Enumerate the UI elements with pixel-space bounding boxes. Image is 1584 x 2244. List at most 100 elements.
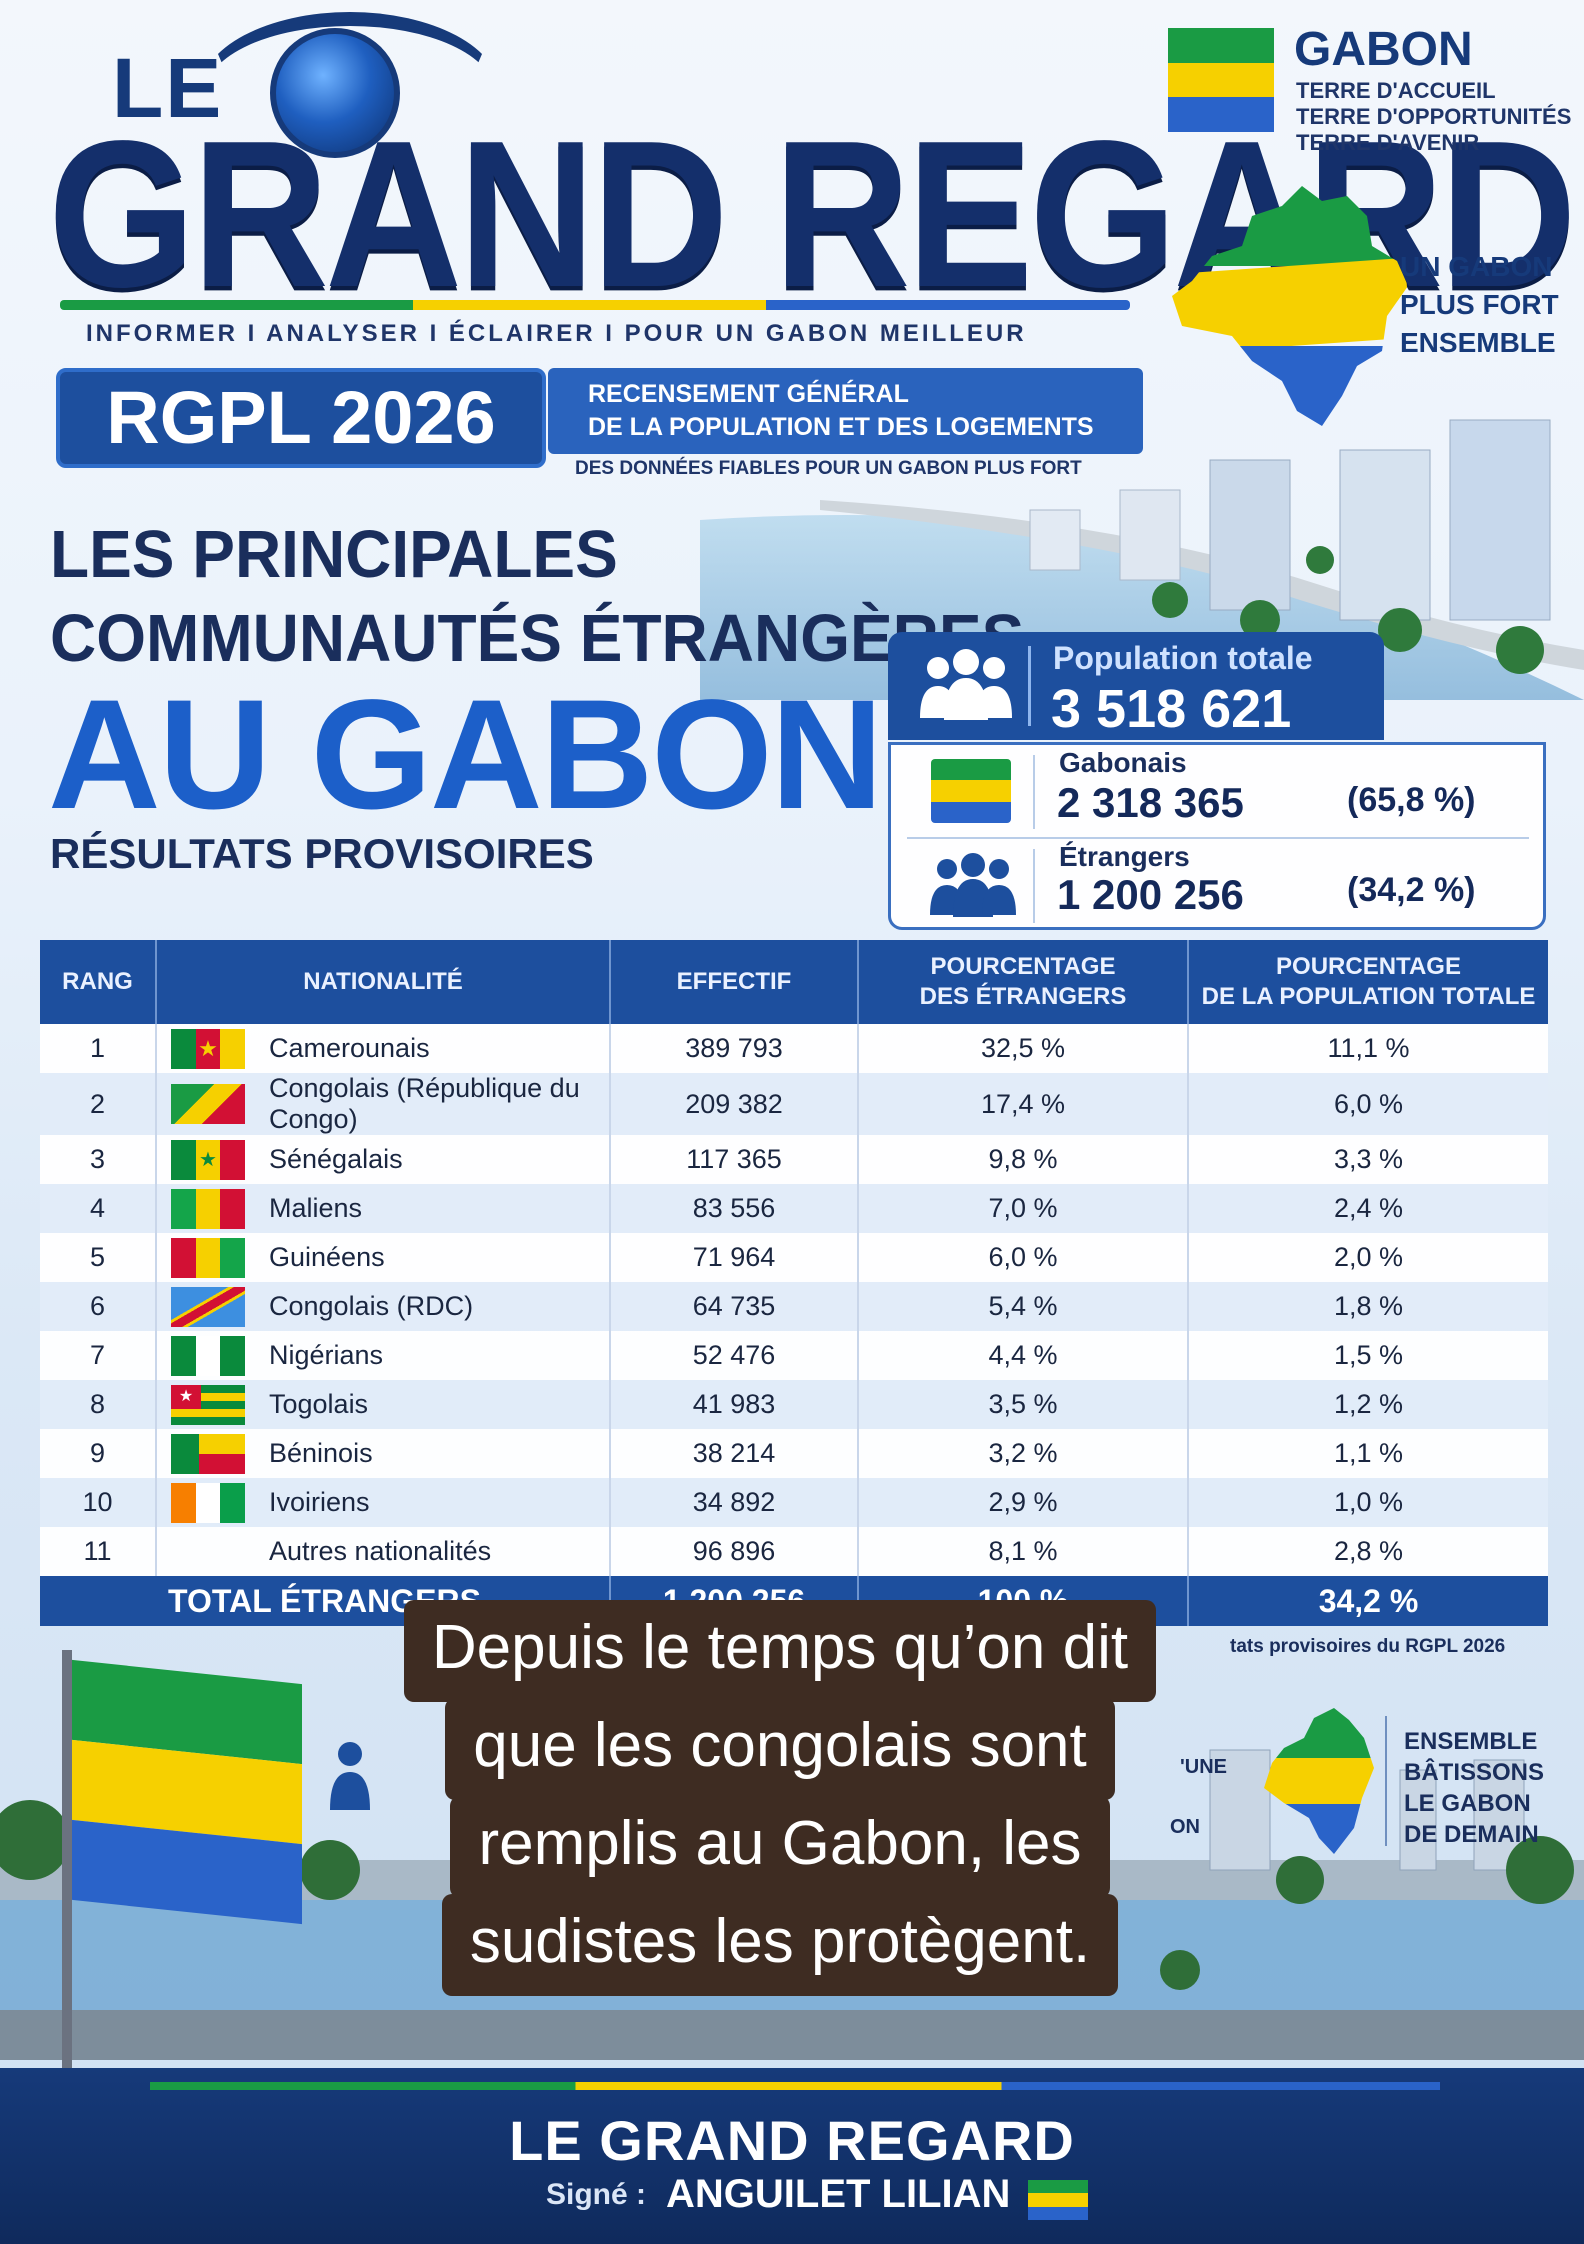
cell-rang: 6 [40,1282,157,1331]
column-header-effectif: EFFECTIF [610,940,859,1024]
divider [1028,646,1031,726]
cell-nationalite: ★ Togolais [156,1380,611,1429]
etrangers-value: 1 200 256 [1057,871,1244,918]
gabonais-percent: (65,8 %) [1347,781,1476,819]
cell-pct-total: 1,2 % [1188,1380,1548,1429]
cell-effectif: 83 556 [610,1184,859,1233]
header-line: DES ÉTRANGERS [919,983,1127,1010]
cell-effectif: 117 365 [610,1135,859,1184]
cell-effectif: 389 793 [610,1024,859,1073]
cell-pct-total: 1,8 % [1188,1282,1548,1331]
tagline: INFORMER I ANALYSER I ÉCLAIRER I POUR UN… [86,320,1027,347]
cell-pct-etrangers: 3,2 % [858,1429,1189,1478]
divider [1033,755,1035,829]
cell-pct-total: 2,0 % [1188,1233,1548,1282]
cell-pct-etrangers: 5,4 % [858,1282,1189,1331]
nationality-name: Sénégalais [269,1144,403,1174]
slogan-line: LE GABON [1404,1790,1531,1817]
nigeria-flag-icon [171,1335,245,1376]
cell-rang: 8 [40,1380,157,1429]
cell-pct-total: 3,3 % [1188,1135,1548,1184]
gabon-map-icon [1264,1708,1374,1854]
table-row: 3 ★ Sénégalais 117 365 9,8 % 3,3 % [40,1135,1548,1184]
etrangers-percent: (34,2 %) [1347,871,1476,909]
divider [907,837,1529,839]
people-group-icon [920,649,1012,720]
source-note: tats provisoires du RGPL 2026 [1230,1636,1506,1657]
header-line: DE LA POPULATION TOTALE [1201,983,1536,1010]
gabon-flag-icon [1028,2180,1088,2220]
caption-overlay: Depuis le temps qu’on dit que les congol… [330,1600,1230,1996]
cell-nationalite: Congolais (République du Congo) [156,1073,611,1135]
congo-flag-icon [171,1084,245,1124]
gabon-map-icon [1172,186,1408,426]
cell-pct-etrangers: 32,5 % [858,1024,1189,1073]
gabon-flag-icon [931,759,1011,823]
cell-effectif: 96 896 [610,1527,859,1576]
emblem-line: TERRE D'ACCUEIL [1296,78,1496,103]
nationality-name: Autres nationalités [269,1536,492,1566]
total-pct-total: 34,2 % [1188,1576,1548,1626]
nationality-name: Béninois [269,1438,373,1468]
emblem-slogan: UN GABON PLUS FORT ENSEMBLE [1400,248,1559,362]
logo-underline [60,300,1130,310]
cell-pct-etrangers: 6,0 % [858,1233,1189,1282]
headline-main: AU GABON [48,668,883,842]
table-row: 6 Congolais (RDC) 64 735 5,4 % 1,8 % [40,1282,1548,1331]
promo-fragment: 'UNE [1180,1756,1227,1778]
cell-pct-etrangers: 7,0 % [858,1184,1189,1233]
cell-effectif: 34 892 [610,1478,859,1527]
population-split-card: Gabonais 2 318 365 (65,8 %) Étrangers 1 … [888,742,1546,930]
cell-rang: 4 [40,1184,157,1233]
cell-pct-total: 11,1 % [1188,1024,1548,1073]
divider [1033,849,1035,923]
headline-subtitle: RÉSULTATS PROVISOIRES [50,830,594,877]
cell-effectif: 52 476 [610,1331,859,1380]
column-header-pct-etrangers: POURCENTAGE DES ÉTRANGERS [858,940,1189,1024]
cell-rang: 3 [40,1135,157,1184]
benin-flag-icon [171,1433,245,1474]
column-header-nationalite: NATIONALITÉ [156,940,611,1024]
headline-line1: LES PRINCIPALES [50,516,618,592]
headline-line2: COMMUNAUTÉS ÉTRANGÈRES [50,600,1025,676]
cell-pct-total: 1,5 % [1188,1331,1548,1380]
etrangers-label: Étrangers [1059,841,1190,872]
people-group-icon [930,853,1016,917]
cell-nationalite: Béninois [156,1429,611,1478]
footer: LE GRAND REGARD Signé : ANGUILET LILIAN [0,2068,1584,2244]
table-row: 1 ★ Camerounais 389 793 32,5 % 11,1 % [40,1024,1548,1073]
nationality-name: Congolais (RDC) [269,1291,474,1321]
drc-flag-icon [171,1286,245,1327]
gabon-flag-icon [72,1659,302,1924]
ivory-coast-flag-icon [171,1482,245,1523]
nationality-name: Ivoiriens [269,1487,370,1517]
logo-le: LE [112,41,224,135]
person-icon [330,1742,370,1810]
communities-table: RANG NATIONALITÉ EFFECTIF POURCENTAGE DE… [40,940,1548,1626]
emblem-line: TERRE D'OPPORTUNITÉS [1296,104,1572,129]
caption-line: remplis au Gabon, les [450,1796,1110,1898]
caption-line: que les congolais sont [445,1698,1115,1800]
caption-line: Depuis le temps qu’on dit [403,1600,1157,1702]
cell-effectif: 38 214 [610,1429,859,1478]
mali-flag-icon [171,1188,245,1229]
cell-pct-etrangers: 8,1 % [858,1527,1189,1576]
cameroon-flag-icon: ★ [171,1028,245,1069]
header-line: POURCENTAGE [1276,953,1461,980]
nationality-name: Togolais [269,1389,369,1419]
table-row: 10 Ivoiriens 34 892 2,9 % 1,0 % [40,1478,1548,1527]
cell-rang: 11 [40,1527,157,1576]
rgpl-description: RECENSEMENT GÉNÉRAL DE LA POPULATION ET … [548,368,1143,454]
rgpl-subtitle: DES DONNÉES FIABLES POUR UN GABON PLUS F… [575,458,1082,479]
nationality-name: Maliens [269,1193,363,1223]
cell-pct-total: 1,1 % [1188,1429,1548,1478]
table-row: 11 Autres nationalités 96 896 8,1 % 2,8 … [40,1527,1548,1576]
cell-effectif: 71 964 [610,1233,859,1282]
table-row: 5 Guinéens 71 964 6,0 % 2,0 % [40,1233,1548,1282]
cell-effectif: 64 735 [610,1282,859,1331]
cell-rang: 7 [40,1331,157,1380]
caption-line: sudistes les protègent. [441,1894,1119,1996]
cell-nationalite: Ivoiriens [156,1478,611,1527]
table-row: 7 Nigérians 52 476 4,4 % 1,5 % [40,1331,1548,1380]
empty-flag-slot [171,1532,245,1572]
